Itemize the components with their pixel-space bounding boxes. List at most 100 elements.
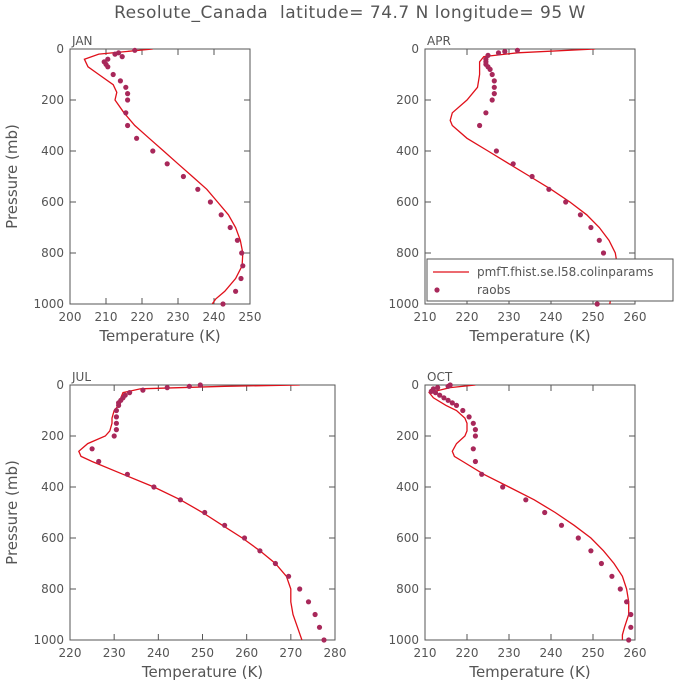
raob-point — [529, 173, 535, 180]
raob-point — [180, 173, 186, 180]
y-tick-label: 800 — [396, 246, 419, 260]
y-tick-label: 400 — [396, 480, 419, 494]
x-tick-label: 240 — [203, 310, 226, 324]
raob-point — [113, 414, 119, 420]
x-tick-label: 250 — [582, 646, 605, 660]
raob-point — [485, 52, 491, 59]
raob-point — [472, 433, 478, 439]
raob-point — [113, 420, 119, 426]
raob-point — [546, 186, 552, 192]
raob-point — [127, 390, 133, 396]
raob-point — [113, 427, 119, 433]
y-tick-label: 0 — [56, 378, 64, 392]
x-tick-label: 250 — [191, 646, 214, 660]
x-tick-label: 250 — [239, 310, 262, 324]
panel-label: JAN — [71, 34, 93, 48]
page-title: Resolute_Canada latitude= 74.7 N longitu… — [114, 3, 586, 23]
raob-point — [493, 148, 499, 154]
raob-point — [119, 54, 125, 60]
model-line — [78, 385, 303, 640]
raob-point — [617, 586, 623, 592]
raob-point — [239, 250, 245, 256]
raob-point — [207, 199, 213, 205]
x-axis-label: Temperature (K) — [141, 663, 263, 681]
raob-point — [624, 599, 630, 605]
raob-point — [483, 110, 489, 116]
x-axis-label: Temperature (K) — [98, 327, 220, 345]
raob-point — [197, 382, 203, 388]
legend-box — [426, 258, 674, 302]
x-axis-label: Temperature (K) — [468, 327, 590, 345]
plot-frame — [424, 384, 636, 641]
raob-point — [222, 522, 228, 528]
raob-point — [514, 47, 521, 53]
raob-point — [105, 64, 111, 70]
y-tick-label: 200 — [396, 429, 419, 443]
raob-point — [495, 50, 502, 56]
raob-point — [558, 522, 565, 528]
x-tick-label: 260 — [235, 646, 258, 660]
y-tick-label: 400 — [396, 144, 419, 158]
x-tick-label: 240 — [540, 310, 563, 324]
raob-point — [96, 458, 102, 465]
raob-point — [575, 535, 581, 541]
panel-apr: APR 210 220 230 240 250 260 0 200 400 600 800 1000 Te… — [388, 34, 674, 345]
raob-point — [609, 573, 615, 579]
raob-point — [124, 471, 130, 477]
raob-point — [594, 301, 600, 307]
raob-point — [105, 56, 111, 62]
raob-point — [588, 224, 594, 231]
raob-point — [445, 383, 451, 389]
x-tick-label: 230 — [498, 646, 521, 660]
raob-point — [240, 263, 246, 269]
panel-label: APR — [427, 34, 451, 48]
y-tick-label: 400 — [41, 144, 64, 158]
model-line — [428, 385, 630, 640]
raob-point — [125, 91, 131, 97]
y-tick-label: 1000 — [388, 297, 419, 311]
x-axis-label: Temperature (K) — [468, 663, 590, 681]
x-tick-label: 260 — [624, 646, 647, 660]
raob-point — [628, 611, 634, 618]
y-axis-label: Pressure (mb) — [3, 460, 21, 565]
y-tick-label: 0 — [56, 42, 64, 56]
y-tick-label: 200 — [41, 93, 64, 107]
raob-point — [598, 560, 605, 567]
y-tick-label: 600 — [41, 195, 64, 209]
raob-point — [312, 611, 318, 618]
legend-dot-swatch — [434, 287, 440, 293]
panel-oct: OCT 210 220 230 240 250 260 0 200 400 600 800 1000 Te… — [388, 370, 646, 681]
raob-point — [523, 497, 529, 503]
raob-point — [453, 402, 460, 408]
y-tick-label: 1000 — [33, 633, 64, 647]
raob-point — [123, 110, 129, 116]
x-tick-label: 240 — [147, 646, 170, 660]
raob-point — [164, 161, 170, 167]
raob-point — [297, 586, 303, 592]
raob-point — [113, 407, 119, 414]
raob-point — [195, 186, 201, 192]
raob-point — [272, 560, 278, 567]
raob-point — [445, 397, 451, 403]
raob-point — [596, 237, 602, 243]
raob-point — [117, 78, 123, 84]
raob-point — [449, 400, 455, 406]
raob-point — [489, 71, 495, 78]
raob-point — [626, 637, 632, 643]
raob-point — [600, 250, 607, 256]
raob-point — [305, 599, 312, 605]
raob-point — [489, 97, 495, 103]
panel-jul: JUL 220 230 240 250 260 270 280 0 200 400 600 800 100… — [3, 370, 346, 681]
raob-point — [441, 395, 447, 401]
y-tick-label: 600 — [396, 531, 419, 545]
raob-point — [470, 446, 476, 452]
legend-model-label: pmfT.fhist.se.l58.colinparams — [477, 265, 653, 279]
panel-label: JUL — [71, 370, 91, 384]
raob-point — [502, 48, 508, 55]
raob-point — [125, 122, 131, 129]
raob-point — [491, 84, 497, 90]
raob-point — [241, 535, 248, 541]
x-tick-label: 220 — [59, 646, 82, 660]
raob-point — [491, 78, 497, 84]
